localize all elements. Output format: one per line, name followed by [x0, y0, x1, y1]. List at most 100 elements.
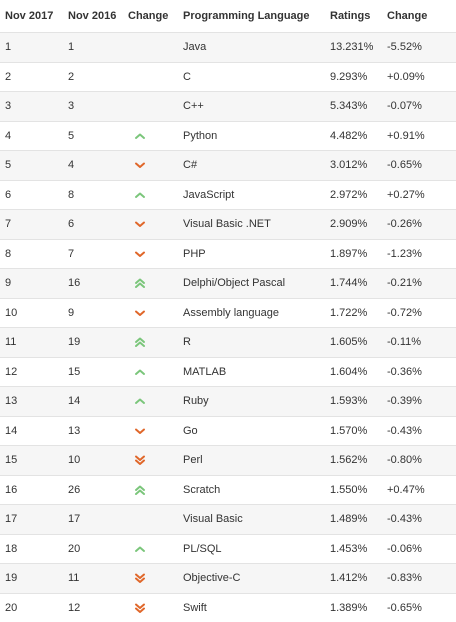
trend-cell [123, 33, 178, 63]
language-cell: Scratch [178, 475, 325, 505]
rating-cell: 1.550% [325, 475, 382, 505]
language-cell: JavaScript [178, 180, 325, 210]
header-change-rank: Change [123, 0, 178, 33]
chevron-down-icon [134, 425, 146, 437]
trend-cell [123, 92, 178, 122]
rank-2017-cell: 5 [0, 151, 63, 181]
rating-cell: 9.293% [325, 62, 382, 92]
rank-2017-cell: 16 [0, 475, 63, 505]
language-cell: Perl [178, 446, 325, 476]
rating-cell: 3.012% [325, 151, 382, 181]
header-ratings: Ratings [325, 0, 382, 33]
language-cell: C# [178, 151, 325, 181]
rating-change-cell: +0.27% [382, 180, 456, 210]
header-programming-language: Programming Language [178, 0, 325, 33]
rank-2017-cell: 8 [0, 239, 63, 269]
trend-cell [123, 416, 178, 446]
rank-2017-cell: 17 [0, 505, 63, 535]
rank-2017-cell: 10 [0, 298, 63, 328]
double-chevron-up-icon [134, 484, 146, 496]
double-chevron-down-icon [134, 602, 146, 614]
rank-2016-cell: 2 [63, 62, 123, 92]
header-nov-2016: Nov 2016 [63, 0, 123, 33]
rank-2016-cell: 16 [63, 269, 123, 299]
rating-cell: 1.722% [325, 298, 382, 328]
language-cell: Assembly language [178, 298, 325, 328]
language-cell: R [178, 328, 325, 358]
rank-2016-cell: 1 [63, 33, 123, 63]
language-cell: PL/SQL [178, 534, 325, 564]
trend-cell [123, 446, 178, 476]
rank-2016-cell: 6 [63, 210, 123, 240]
rating-cell: 1.412% [325, 564, 382, 594]
rating-change-cell: -0.43% [382, 416, 456, 446]
rating-change-cell: -0.83% [382, 564, 456, 594]
language-cell: Go [178, 416, 325, 446]
rank-2016-cell: 11 [63, 564, 123, 594]
rank-2016-cell: 5 [63, 121, 123, 151]
rank-2016-cell: 4 [63, 151, 123, 181]
rank-2016-cell: 17 [63, 505, 123, 535]
language-cell: C++ [178, 92, 325, 122]
rank-2017-cell: 6 [0, 180, 63, 210]
trend-cell [123, 357, 178, 387]
double-chevron-down-icon [134, 572, 146, 584]
rank-2017-cell: 4 [0, 121, 63, 151]
language-cell: MATLAB [178, 357, 325, 387]
rating-change-cell: +0.09% [382, 62, 456, 92]
rank-2017-cell: 3 [0, 92, 63, 122]
double-chevron-down-icon [134, 454, 146, 466]
double-chevron-up-icon [134, 336, 146, 348]
chevron-up-icon [134, 130, 146, 142]
rank-2016-cell: 3 [63, 92, 123, 122]
language-cell: PHP [178, 239, 325, 269]
rank-2017-cell: 7 [0, 210, 63, 240]
trend-cell [123, 564, 178, 594]
rank-2016-cell: 7 [63, 239, 123, 269]
rating-change-cell: -0.06% [382, 534, 456, 564]
chevron-up-icon [134, 189, 146, 201]
trend-cell [123, 534, 178, 564]
rating-cell: 2.972% [325, 180, 382, 210]
rating-change-cell: +0.47% [382, 475, 456, 505]
rating-cell: 1.744% [325, 269, 382, 299]
chevron-down-icon [134, 159, 146, 171]
language-cell: Java [178, 33, 325, 63]
rating-cell: 1.489% [325, 505, 382, 535]
rank-2017-cell: 15 [0, 446, 63, 476]
language-cell: Objective-C [178, 564, 325, 594]
rating-cell: 1.897% [325, 239, 382, 269]
chevron-up-icon [134, 395, 146, 407]
rank-2017-cell: 12 [0, 357, 63, 387]
table-header: Nov 2017 Nov 2016 Change Programming Lan… [0, 0, 456, 33]
language-cell: Ruby [178, 387, 325, 417]
language-cell: Delphi/Object Pascal [178, 269, 325, 299]
trend-cell [123, 328, 178, 358]
trend-cell [123, 210, 178, 240]
language-cell: Visual Basic [178, 505, 325, 535]
rank-2017-cell: 13 [0, 387, 63, 417]
chevron-down-icon [134, 307, 146, 319]
rating-change-cell: +0.91% [382, 121, 456, 151]
rating-change-cell: -5.52% [382, 33, 456, 63]
rank-2017-cell: 2 [0, 62, 63, 92]
header-nov-2017: Nov 2017 [0, 0, 63, 33]
rating-cell: 1.605% [325, 328, 382, 358]
